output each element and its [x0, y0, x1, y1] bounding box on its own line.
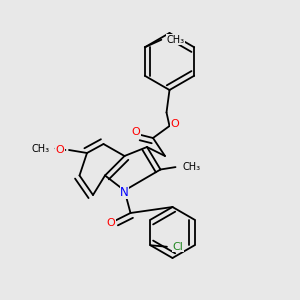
Text: O: O	[170, 119, 179, 130]
Text: N: N	[120, 185, 129, 199]
Text: CH₃: CH₃	[167, 35, 185, 45]
Text: Cl: Cl	[172, 242, 183, 252]
Text: CH₃: CH₃	[32, 143, 50, 154]
Text: O: O	[106, 218, 115, 228]
Text: CH₃: CH₃	[182, 162, 200, 172]
Text: O: O	[56, 145, 64, 155]
Text: O: O	[131, 127, 140, 137]
